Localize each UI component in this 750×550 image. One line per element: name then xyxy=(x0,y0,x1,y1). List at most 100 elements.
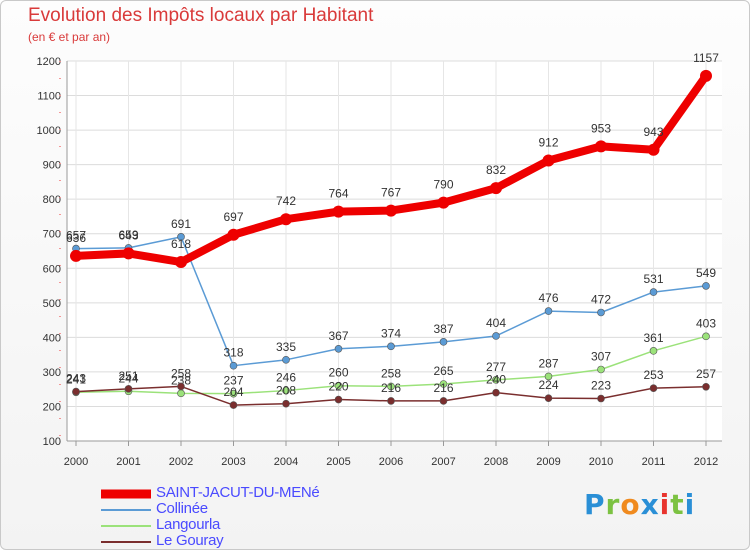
data-point xyxy=(439,338,448,346)
data-point xyxy=(544,394,553,402)
data-point xyxy=(334,395,343,404)
data-label: 367 xyxy=(328,329,348,343)
data-label: 691 xyxy=(171,217,191,231)
x-tick-label: 2006 xyxy=(379,456,403,468)
data-label: 742 xyxy=(276,194,296,208)
data-label: 258 xyxy=(171,366,191,380)
data-label: 531 xyxy=(643,272,663,286)
data-point xyxy=(492,388,500,397)
data-label: 244 xyxy=(118,371,138,385)
data-label: 636 xyxy=(66,231,86,245)
data-label: 253 xyxy=(643,368,663,382)
data-label: 404 xyxy=(486,316,506,330)
data-point xyxy=(492,332,500,340)
data-label: 287 xyxy=(538,356,558,370)
y-tick-label: 200 xyxy=(43,401,61,413)
data-label: 387 xyxy=(433,322,453,336)
data-point xyxy=(72,387,80,396)
data-label: 243 xyxy=(66,372,86,386)
data-point xyxy=(385,204,397,217)
data-point xyxy=(437,196,450,209)
data-label: 472 xyxy=(591,292,611,306)
legend-item: Langourla xyxy=(101,516,401,535)
data-label: 223 xyxy=(591,379,611,393)
legend-label: Collinée xyxy=(156,500,208,517)
x-tick-label: 2003 xyxy=(221,456,245,468)
data-point xyxy=(122,247,135,260)
legend-label: SAINT-JACUT-DU-MENé xyxy=(156,484,320,501)
x-tick-label: 2011 xyxy=(642,456,666,468)
data-label: 764 xyxy=(328,187,348,201)
data-point xyxy=(334,381,343,390)
data-point xyxy=(649,384,658,392)
data-label: 251 xyxy=(118,369,138,383)
data-point xyxy=(700,69,712,82)
data-label: 257 xyxy=(696,367,716,381)
y-tick-label: 1000 xyxy=(37,125,61,137)
logo-letter: i xyxy=(659,488,671,521)
data-point xyxy=(387,342,395,351)
data-point xyxy=(229,361,238,370)
legend-label: Le Gouray xyxy=(156,532,224,549)
data-point xyxy=(597,308,605,317)
x-tick-label: 2000 xyxy=(64,456,88,468)
data-label: 657 xyxy=(66,229,86,243)
data-label: 361 xyxy=(643,331,663,345)
logo-letter: x xyxy=(640,488,660,521)
x-tick-label: 2007 xyxy=(431,456,455,468)
y-tick-label: 1200 xyxy=(37,56,61,68)
data-label: 912 xyxy=(538,135,558,149)
y-tick-label: 300 xyxy=(43,367,61,379)
x-tick-label: 2005 xyxy=(326,456,350,468)
x-tick-label: 2009 xyxy=(536,456,560,468)
chart-subtitle: (en € et par an) xyxy=(28,30,111,44)
legend-item: Le Gouray xyxy=(101,532,401,549)
y-tick-label: 400 xyxy=(43,332,61,344)
x-tick-label: 2012 xyxy=(694,456,718,468)
y-tick-label: 100 xyxy=(43,436,61,448)
data-label: 476 xyxy=(538,291,558,305)
data-point xyxy=(177,382,185,391)
data-point xyxy=(332,205,345,218)
data-label: 643 xyxy=(118,228,138,242)
y-tick-label: 600 xyxy=(43,263,61,275)
data-label: 265 xyxy=(433,364,453,378)
data-point xyxy=(649,347,658,355)
data-label: 260 xyxy=(328,366,348,380)
data-label: 1157 xyxy=(693,51,719,65)
data-label: 374 xyxy=(381,326,401,340)
data-label: 318 xyxy=(223,346,243,360)
data-point xyxy=(175,256,187,269)
logo-letter: i xyxy=(684,488,696,521)
y-tick-label: 800 xyxy=(43,194,61,206)
data-point xyxy=(492,376,500,384)
data-point xyxy=(124,385,133,393)
data-label: 659 xyxy=(118,228,138,242)
data-point xyxy=(542,154,555,167)
y-tick-label: 700 xyxy=(43,229,61,241)
x-tick-label: 2008 xyxy=(484,456,508,468)
data-point xyxy=(282,386,290,395)
data-point xyxy=(597,394,605,403)
data-label: 224 xyxy=(538,378,558,392)
plot-area xyxy=(67,61,722,441)
data-point xyxy=(544,372,553,381)
x-tick-label: 2004 xyxy=(274,456,298,468)
data-label: 208 xyxy=(276,384,296,398)
x-tick-label: 2010 xyxy=(589,456,613,468)
logo-letter: P xyxy=(584,488,606,521)
data-point xyxy=(597,365,605,374)
data-point xyxy=(280,213,292,226)
data-point xyxy=(282,356,290,364)
data-label: 618 xyxy=(171,237,191,251)
data-label: 216 xyxy=(381,381,401,395)
data-label: 767 xyxy=(381,186,401,200)
data-label: 549 xyxy=(696,266,716,280)
data-label: 241 xyxy=(66,372,86,386)
legend-item: SAINT-JACUT-DU-MENé xyxy=(101,484,401,503)
legend-swatch xyxy=(101,489,151,499)
data-point xyxy=(229,401,238,409)
data-label: 216 xyxy=(433,381,453,395)
data-point xyxy=(177,233,185,241)
data-point xyxy=(702,282,710,290)
